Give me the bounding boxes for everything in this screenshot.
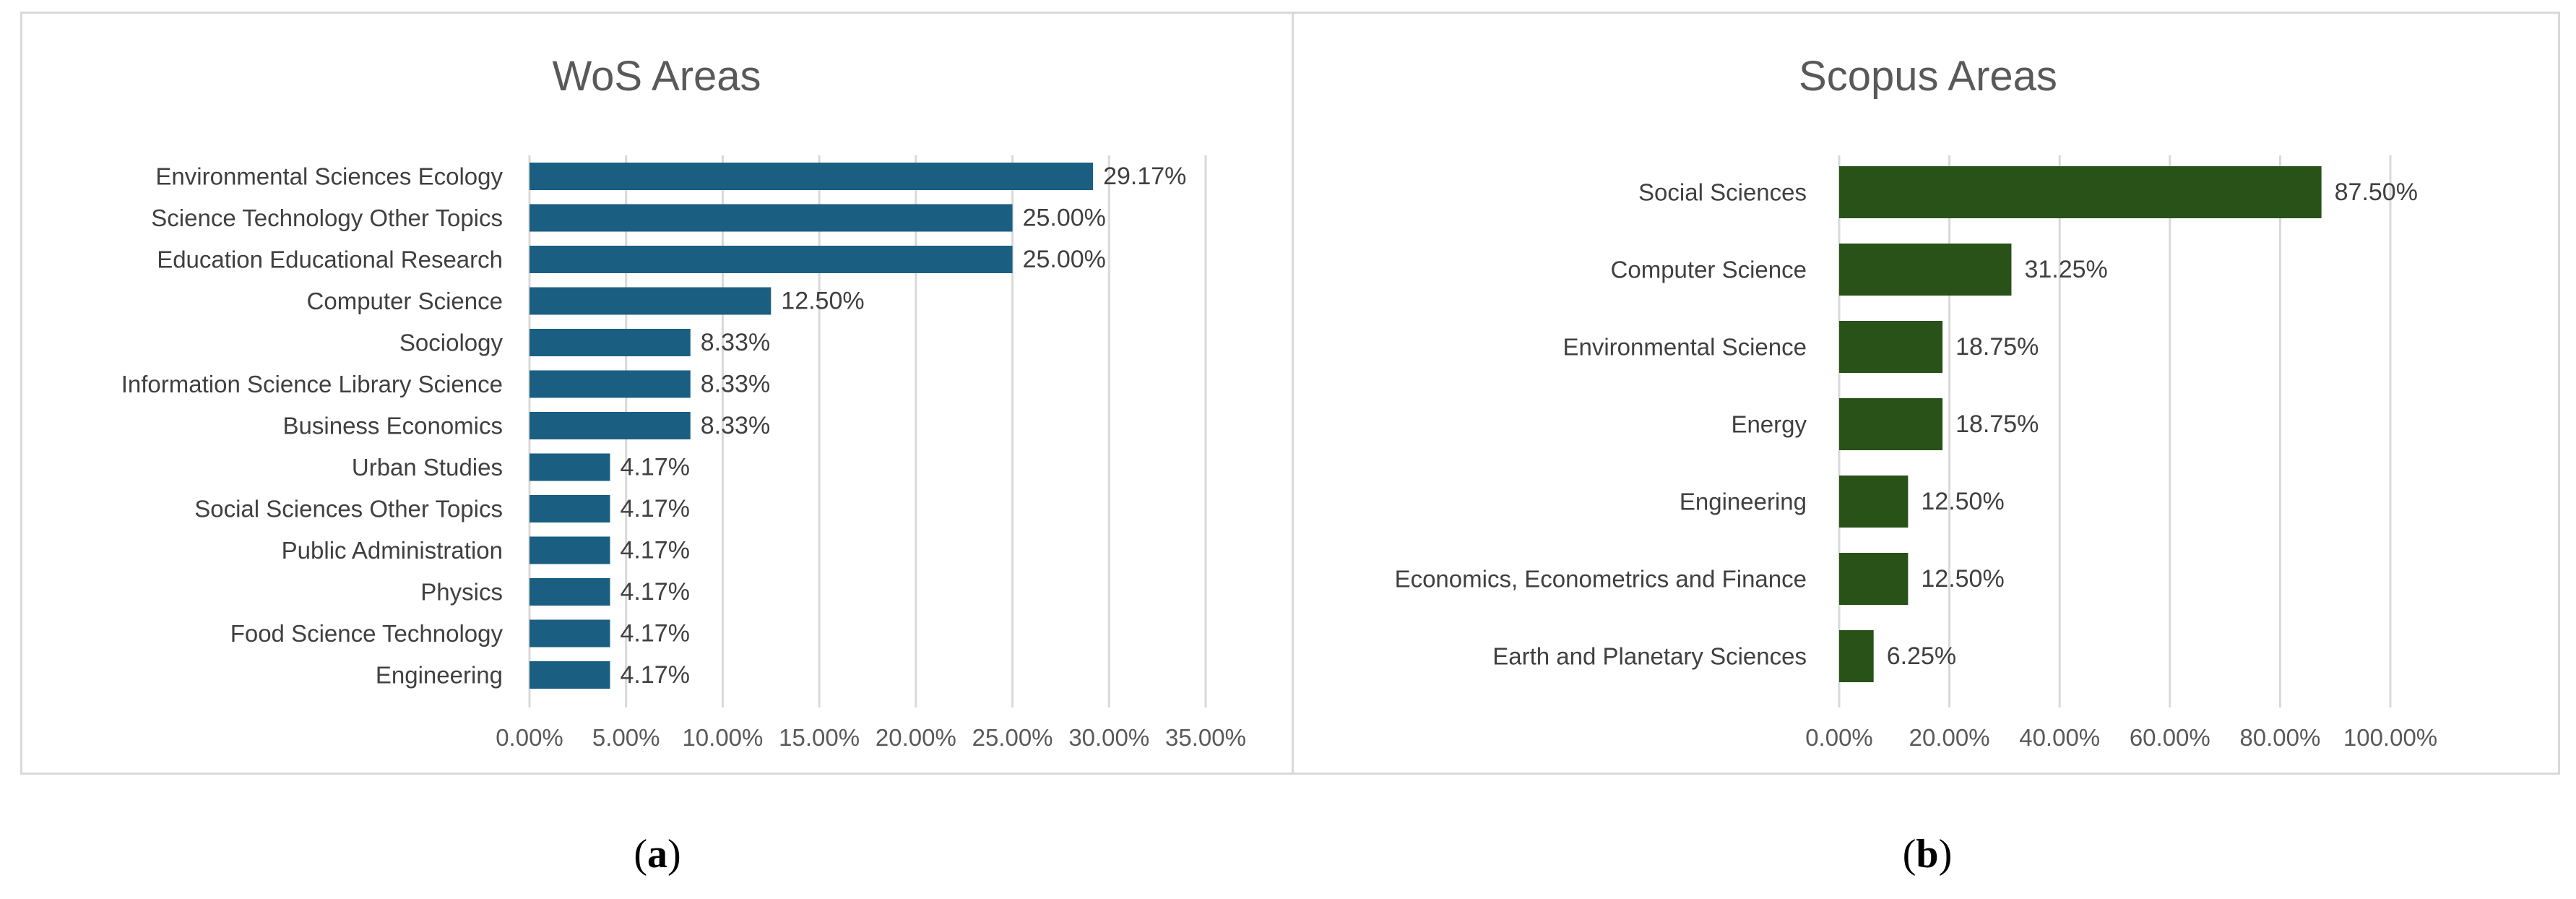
scopus-value-label: 12.50% bbox=[1921, 565, 2004, 593]
scopus-bar bbox=[1839, 244, 2012, 296]
wos-x-tick-label: 25.00% bbox=[972, 724, 1053, 751]
scopus-category-label: Computer Science bbox=[1611, 257, 1807, 283]
caption-b: (b) bbox=[1902, 832, 1953, 877]
wos-category-label: Environmental Sciences Ecology bbox=[155, 163, 503, 190]
scopus-value-label: 12.50% bbox=[1921, 488, 2004, 515]
scopus-value-label: 31.25% bbox=[2024, 256, 2107, 283]
scopus-x-tick-label: 60.00% bbox=[2130, 724, 2210, 751]
wos-bar bbox=[530, 412, 691, 439]
wos-value-label: 25.00% bbox=[1023, 246, 1106, 273]
wos-category-label: Science Technology Other Topics bbox=[151, 205, 503, 231]
wos-bar bbox=[530, 163, 1094, 190]
wos-category-label: Sociology bbox=[399, 330, 503, 356]
wos-value-label: 25.00% bbox=[1023, 205, 1106, 232]
scopus-category-label: Environmental Science bbox=[1563, 334, 1807, 361]
scopus-value-label: 18.75% bbox=[1955, 333, 2039, 361]
scopus-value-label: 87.50% bbox=[2335, 178, 2418, 206]
scopus-category-label: Earth and Planetary Sciences bbox=[1492, 643, 1807, 670]
scopus-value-label: 18.75% bbox=[1955, 410, 2039, 438]
wos-value-label: 12.50% bbox=[781, 288, 864, 315]
wos-category-label: Social Sciences Other Topics bbox=[194, 496, 503, 522]
wos-category-label: Business Economics bbox=[283, 413, 503, 439]
wos-bar bbox=[530, 453, 610, 481]
scopus-bar bbox=[1839, 398, 1943, 450]
scopus-bar bbox=[1839, 166, 2322, 218]
wos-value-label: 4.17% bbox=[621, 454, 690, 481]
wos-bar bbox=[530, 536, 610, 564]
caption-a: (a) bbox=[634, 832, 681, 877]
wos-bar bbox=[530, 329, 691, 356]
wos-x-tick-label: 0.00% bbox=[496, 724, 563, 751]
scopus-category-label: Economics, Econometrics and Finance bbox=[1395, 566, 1807, 593]
caption-a-letter: a bbox=[647, 832, 667, 877]
scopus-category-label: Social Sciences bbox=[1638, 179, 1807, 206]
scopus-bar bbox=[1839, 630, 1874, 682]
wos-bar bbox=[530, 661, 610, 689]
wos-category-label: Physics bbox=[420, 579, 503, 606]
scopus-bar bbox=[1839, 321, 1943, 373]
wos-x-tick-label: 5.00% bbox=[592, 724, 660, 751]
wos-category-label: Urban Studies bbox=[352, 454, 503, 481]
scopus-x-tick-label: 100.00% bbox=[2343, 724, 2437, 751]
scopus-x-tick-label: 0.00% bbox=[1805, 724, 1873, 751]
wos-value-label: 4.17% bbox=[621, 661, 690, 689]
wos-value-label: 8.33% bbox=[701, 371, 770, 398]
wos-value-label: 8.33% bbox=[701, 329, 770, 356]
wos-value-label: 29.17% bbox=[1103, 163, 1186, 190]
wos-x-tick-label: 15.00% bbox=[779, 724, 860, 751]
wos-bar bbox=[530, 287, 771, 315]
wos-category-label: Engineering bbox=[376, 662, 503, 689]
wos-x-tick-label: 20.00% bbox=[876, 724, 956, 751]
wos-bar bbox=[530, 495, 610, 522]
wos-chart-panel: WoS Areas 0.00% 5.00% 10.00% 15.00% 20.00% 25.… bbox=[20, 12, 1295, 775]
wos-chart-title: WoS Areas bbox=[552, 53, 761, 100]
wos-bar bbox=[530, 578, 610, 606]
wos-chart: WoS Areas 0.00% 5.00% 10.00% 15.00% 20.00% 25.… bbox=[121, 53, 1246, 751]
wos-bar bbox=[530, 619, 610, 648]
wos-bar bbox=[530, 370, 691, 398]
wos-value-label: 4.17% bbox=[621, 578, 690, 606]
wos-category-label: Public Administration bbox=[282, 537, 503, 564]
scopus-value-label: 6.25% bbox=[1887, 642, 1956, 670]
wos-value-label: 4.17% bbox=[621, 495, 690, 522]
wos-value-label: 4.17% bbox=[621, 620, 690, 648]
scopus-chart-title: Scopus Areas bbox=[1799, 53, 2057, 100]
wos-category-label: Information Science Library Science bbox=[121, 371, 503, 397]
wos-x-tick-label: 10.00% bbox=[682, 724, 763, 751]
scopus-chart-panel: Scopus Areas 0.00% 20.00% 40.00% 60.00% 80.00… bbox=[1292, 12, 2560, 775]
scopus-bar bbox=[1839, 553, 1909, 605]
scopus-x-tick-label: 20.00% bbox=[1909, 724, 1990, 751]
scopus-bar bbox=[1839, 476, 1909, 528]
caption-b-letter: b bbox=[1916, 832, 1939, 877]
wos-x-tick-label: 35.00% bbox=[1165, 724, 1246, 751]
scopus-chart: Scopus Areas 0.00% 20.00% 40.00% 60.00% 80.00… bbox=[1395, 53, 2438, 751]
scopus-category-label: Energy bbox=[1731, 411, 1807, 438]
wos-category-label: Education Educational Research bbox=[157, 246, 503, 273]
wos-bar bbox=[530, 204, 1013, 232]
wos-value-label: 4.17% bbox=[621, 537, 690, 564]
wos-value-label: 8.33% bbox=[701, 412, 770, 439]
wos-category-label: Computer Science bbox=[307, 288, 503, 314]
wos-x-tick-label: 30.00% bbox=[1068, 724, 1149, 751]
scopus-category-label: Engineering bbox=[1680, 489, 1807, 515]
wos-bar bbox=[530, 246, 1013, 273]
scopus-x-tick-label: 80.00% bbox=[2239, 724, 2320, 751]
scopus-x-tick-label: 40.00% bbox=[2019, 724, 2100, 751]
wos-category-label: Food Science Technology bbox=[230, 620, 503, 647]
